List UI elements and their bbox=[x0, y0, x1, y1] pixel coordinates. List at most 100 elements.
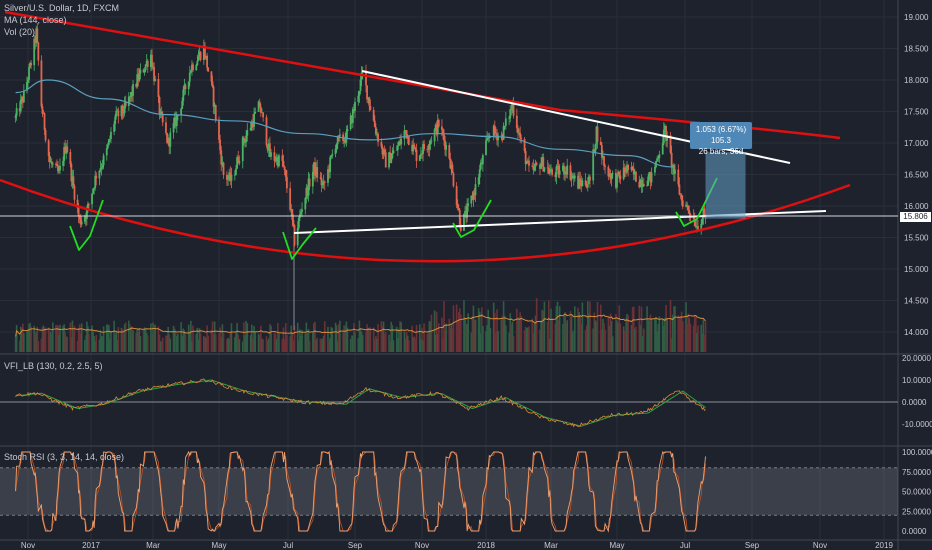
vfi-signal-line bbox=[15, 379, 706, 427]
volume-bar bbox=[35, 331, 38, 352]
volume-bar bbox=[485, 331, 487, 352]
candle-body bbox=[671, 165, 674, 168]
candle-body bbox=[262, 112, 265, 118]
volume-bar bbox=[519, 312, 521, 352]
volume-bar bbox=[165, 335, 167, 352]
candle-body bbox=[331, 153, 334, 156]
volume-bar bbox=[109, 339, 111, 352]
volume-bar bbox=[486, 325, 488, 352]
volume-bar bbox=[289, 336, 291, 352]
candle-body bbox=[71, 176, 74, 182]
volume-bar bbox=[564, 312, 566, 352]
volume-bar bbox=[398, 328, 400, 352]
volume-bar bbox=[220, 336, 223, 352]
candle-body bbox=[269, 143, 271, 157]
candle-body bbox=[604, 165, 606, 167]
candle-body bbox=[467, 203, 470, 206]
candle-body bbox=[647, 176, 650, 186]
candle-body bbox=[577, 175, 579, 189]
volume-bar bbox=[93, 336, 95, 352]
candle-body bbox=[187, 81, 190, 90]
volume-bar bbox=[505, 325, 507, 352]
candle-body bbox=[681, 200, 684, 207]
volume-bar bbox=[404, 338, 407, 352]
volume-bar bbox=[556, 301, 559, 352]
candle-body bbox=[412, 144, 415, 152]
volume-bar bbox=[508, 332, 510, 352]
price-tick-label: 14.000 bbox=[904, 328, 929, 337]
volume-bar bbox=[196, 327, 199, 352]
candle-body bbox=[430, 140, 433, 142]
candle-body bbox=[66, 146, 69, 152]
candle-body bbox=[323, 181, 326, 183]
candle-body bbox=[687, 205, 690, 211]
volume-bar bbox=[517, 320, 519, 352]
volume-bar bbox=[609, 313, 612, 352]
volume-bar bbox=[56, 325, 58, 352]
candle-body bbox=[184, 84, 187, 90]
vfi-legend: VFI_LB (130, 0.2, 2.5, 5) bbox=[4, 361, 103, 371]
time-tick-label: Nov bbox=[813, 541, 827, 550]
volume-bar bbox=[87, 326, 89, 352]
candle-body bbox=[512, 103, 515, 116]
volume-bar bbox=[527, 327, 529, 352]
volume-bar bbox=[214, 334, 217, 352]
candle-body bbox=[672, 165, 675, 174]
candle-body bbox=[33, 38, 36, 66]
volume-bar bbox=[563, 315, 565, 352]
candle-body bbox=[391, 153, 394, 159]
volume-bar bbox=[291, 333, 294, 352]
candle-body bbox=[65, 146, 68, 154]
candle-body bbox=[116, 110, 119, 112]
price-axis[interactable]: 19.000 18.500 18.000 17.500 17.000 16.500 16.0… bbox=[902, 13, 932, 536]
volume-bar bbox=[658, 316, 661, 352]
volume-bar bbox=[282, 327, 285, 352]
volume-bar bbox=[534, 315, 537, 352]
candle-body bbox=[139, 69, 142, 74]
candle-body bbox=[226, 174, 228, 180]
volume-bar bbox=[433, 310, 436, 352]
candle-body bbox=[495, 132, 497, 134]
candle-body bbox=[418, 155, 421, 161]
candle-body bbox=[274, 160, 277, 162]
volume-bar bbox=[686, 323, 688, 352]
candle-body bbox=[204, 45, 206, 58]
candle-body bbox=[101, 165, 104, 168]
volume-bar bbox=[630, 324, 633, 352]
candle-body bbox=[19, 99, 22, 112]
drawings-layer[interactable] bbox=[0, 10, 898, 263]
candle-body bbox=[700, 223, 703, 230]
candle-body bbox=[541, 157, 544, 164]
candle-body bbox=[633, 171, 636, 175]
time-tick-label: May bbox=[609, 541, 624, 550]
volume-bar bbox=[190, 320, 192, 352]
price-pane[interactable] bbox=[14, 23, 707, 248]
volume-bar bbox=[639, 324, 642, 352]
volume-bar bbox=[647, 319, 650, 352]
volume-bar bbox=[581, 302, 584, 352]
candle-body bbox=[579, 178, 582, 183]
volume-bar bbox=[243, 322, 245, 352]
volume-bar bbox=[496, 309, 498, 352]
volume-bar bbox=[474, 319, 477, 352]
time-axis[interactable]: Nov 2017 Mar May Jul Sep Nov 2018 Mar May Jul Sep No… bbox=[21, 541, 894, 550]
candle-body bbox=[137, 74, 140, 81]
candle-body bbox=[358, 91, 361, 96]
candle-body bbox=[572, 175, 575, 179]
volume-bar bbox=[466, 323, 468, 352]
volume-bar bbox=[520, 315, 523, 352]
candle-body bbox=[542, 157, 545, 172]
volume-bar bbox=[120, 327, 123, 352]
candle-body bbox=[428, 144, 431, 150]
candle-body bbox=[631, 166, 634, 170]
volume-bar bbox=[580, 324, 583, 352]
volume-bar bbox=[128, 320, 130, 352]
volume-bar bbox=[49, 331, 52, 352]
candle-body bbox=[345, 131, 348, 143]
volume-bar bbox=[692, 325, 695, 352]
volume-bar bbox=[135, 332, 137, 352]
candle-body bbox=[273, 152, 276, 161]
volume-bar bbox=[427, 332, 430, 352]
volume-bar bbox=[642, 328, 645, 352]
